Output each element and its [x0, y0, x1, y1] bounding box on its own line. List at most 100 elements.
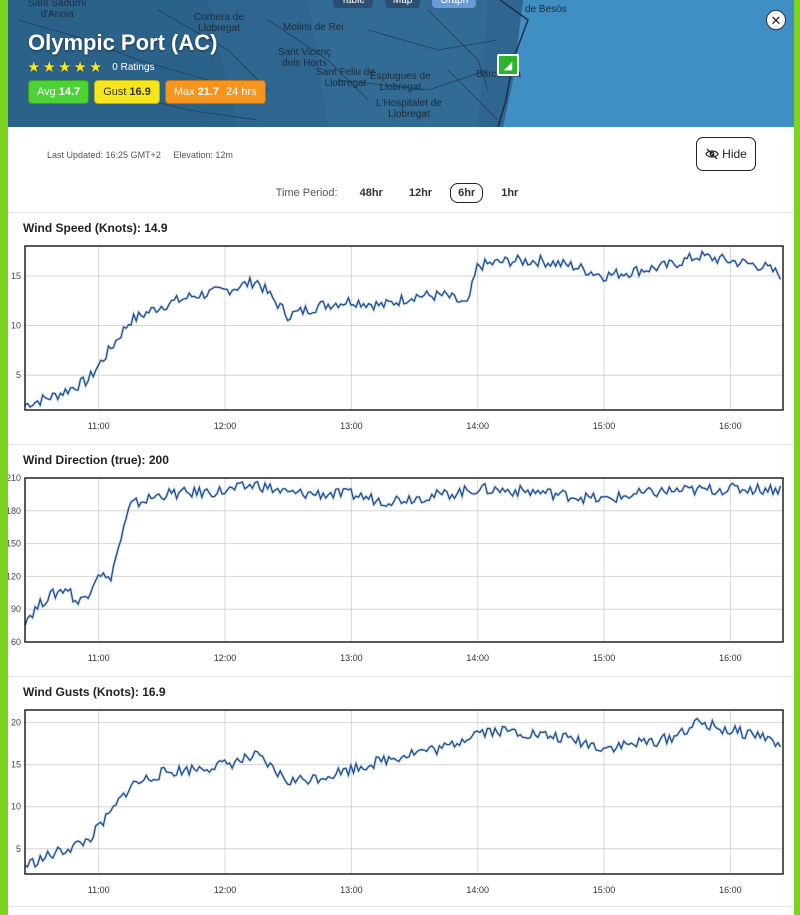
y-tick-label: 210 [8, 473, 21, 483]
divider [8, 444, 794, 445]
avg-badge: Avg 14.7 [28, 80, 90, 104]
y-tick-label: 5 [16, 844, 21, 854]
plot-border [24, 477, 784, 643]
eye-off-icon [705, 148, 719, 160]
plot-border [24, 245, 784, 411]
series-line [24, 250, 782, 408]
wind-gusts-chart[interactable]: 5 10 15 20 11:00 12:00 13:00 14:00 15:00 16:00 [8, 702, 794, 902]
station-title: Olympic Port (AC) [28, 30, 218, 55]
max-label: Max [173, 86, 195, 98]
gust-badge: Gust 16.9 [94, 80, 160, 104]
map-label: Corbera de Llobregat [194, 12, 245, 34]
x-tick-label: 11:00 [88, 653, 110, 663]
star-rating[interactable]: ★ ★ ★ ★ ★ 0 Ratings [27, 58, 155, 76]
x-tick-label: 15:00 [593, 421, 616, 431]
x-tick-label: 12:00 [214, 885, 237, 895]
x-tick-label: 12:00 [214, 421, 237, 431]
map-label: Molins de Rei [283, 22, 344, 33]
y-tick-label: 5 [16, 370, 21, 380]
divider [8, 212, 794, 213]
x-tick-label: 13:00 [340, 885, 363, 895]
wind-badges: Avg 14.7 Gust 16.9 Max 21.7 24 hrs [28, 80, 266, 104]
period-12hr-button[interactable]: 12hr [408, 187, 433, 199]
y-tick-label: 150 [8, 539, 21, 549]
wind-speed-title: Wind Speed (Knots): 14.9 [23, 221, 168, 235]
period-48hr-button[interactable]: 48hr [359, 187, 383, 199]
x-tick-label: 12:00 [214, 653, 237, 663]
plot-area [25, 478, 783, 642]
y-tick-label: 180 [8, 506, 21, 516]
map-label: Sant Sadurní d'Anoia [28, 0, 87, 20]
time-period-label: Time Period: [275, 187, 338, 199]
wind-direction-chart[interactable]: 60 90 120 150 180 210 11:00 12:00 13:00 14:00 15:0… [8, 470, 794, 670]
station-marker[interactable]: ◢ [497, 54, 519, 76]
star-icon[interactable]: ★ [27, 59, 41, 76]
y-tick-label: 10 [11, 802, 21, 812]
plot-border [24, 709, 784, 875]
x-tick-label: 13:00 [340, 653, 363, 663]
time-period-selector: Time Period: 48hr 12hr 6hr 1hr [8, 183, 794, 203]
max-badge: Max 21.7 24 hrs [164, 80, 266, 104]
series-line [24, 717, 782, 868]
y-tick-label: 60 [11, 637, 21, 647]
wind-direction-title: Wind Direction (true): 200 [23, 453, 169, 467]
plot-area [25, 246, 783, 410]
wind-gusts-title: Wind Gusts (Knots): 16.9 [23, 685, 166, 699]
hide-button[interactable]: Hide [696, 137, 756, 171]
y-tick-label: 120 [8, 571, 21, 581]
x-tick-label: 14:00 [466, 653, 489, 663]
gust-value: 16.9 [129, 86, 151, 98]
y-tick-label: 15 [11, 271, 21, 281]
x-tick-label: 14:00 [466, 421, 489, 431]
gust-label: Gust [103, 86, 127, 98]
star-icon[interactable]: ★ [73, 59, 87, 76]
star-icon[interactable]: ★ [88, 59, 103, 76]
arrow-icon: ◢ [503, 59, 513, 72]
wind-speed-chart[interactable]: 5 10 15 11:00 12:00 13:00 14:00 15:00 16:00 [8, 238, 794, 438]
x-tick-label: 16:00 [719, 653, 742, 663]
map-label: L'Hospitalet de Llobregat [376, 98, 442, 120]
last-updated: Last Updated: 16:25 GMT+2 [47, 150, 161, 160]
left-green-border [0, 0, 8, 915]
avg-label: Avg [37, 86, 56, 98]
max-value: 21.7 [197, 86, 220, 98]
close-icon: ✕ [770, 12, 782, 28]
station-panel: Table Map Graph Sant Sadurní d'Anoia Corb… [8, 0, 794, 915]
y-tick-label: 90 [11, 604, 21, 614]
y-tick-label: 20 [11, 718, 21, 728]
x-tick-label: 11:00 [88, 885, 110, 895]
ratings-count: 0 Ratings [112, 61, 155, 73]
period-1hr-button[interactable]: 1hr [501, 187, 519, 199]
x-tick-label: 11:00 [88, 421, 110, 431]
plot-area [25, 710, 783, 874]
map-label: Sant Feliu de Llobregat [316, 67, 375, 89]
x-tick-label: 16:00 [719, 421, 742, 431]
tab-map[interactable]: Map [384, 0, 421, 8]
x-tick-label: 13:00 [340, 421, 363, 431]
right-green-border [792, 0, 800, 915]
hide-label: Hide [722, 147, 747, 161]
elevation: Elevation: 12m [173, 150, 233, 160]
tab-graph[interactable]: Graph [432, 0, 477, 8]
max-period: 24 hrs [226, 86, 257, 98]
avg-value: 14.7 [58, 86, 81, 98]
x-tick-label: 16:00 [719, 885, 742, 895]
star-icon[interactable]: ★ [57, 59, 72, 76]
series-line [24, 480, 782, 627]
x-tick-label: 15:00 [593, 885, 616, 895]
divider [8, 906, 794, 907]
star-icon[interactable]: ★ [42, 59, 56, 76]
map-label: Esplugues de Llobregat [370, 71, 431, 93]
x-tick-label: 15:00 [593, 653, 616, 663]
tab-table[interactable]: Table [333, 0, 373, 8]
divider [8, 676, 794, 677]
map-label: de Besòs [525, 4, 567, 15]
y-tick-label: 15 [11, 760, 21, 770]
station-meta: Last Updated: 16:25 GMT+2 Elevation: 12m [47, 150, 233, 160]
period-6hr-button[interactable]: 6hr [450, 183, 484, 203]
map-label: Sant Vicenç dels Horts [278, 47, 332, 69]
x-tick-label: 14:00 [466, 885, 489, 895]
map-header: Table Map Graph Sant Sadurní d'Anoia Corb… [8, 0, 794, 127]
close-button[interactable]: ✕ [766, 10, 786, 30]
y-tick-label: 10 [11, 321, 21, 331]
